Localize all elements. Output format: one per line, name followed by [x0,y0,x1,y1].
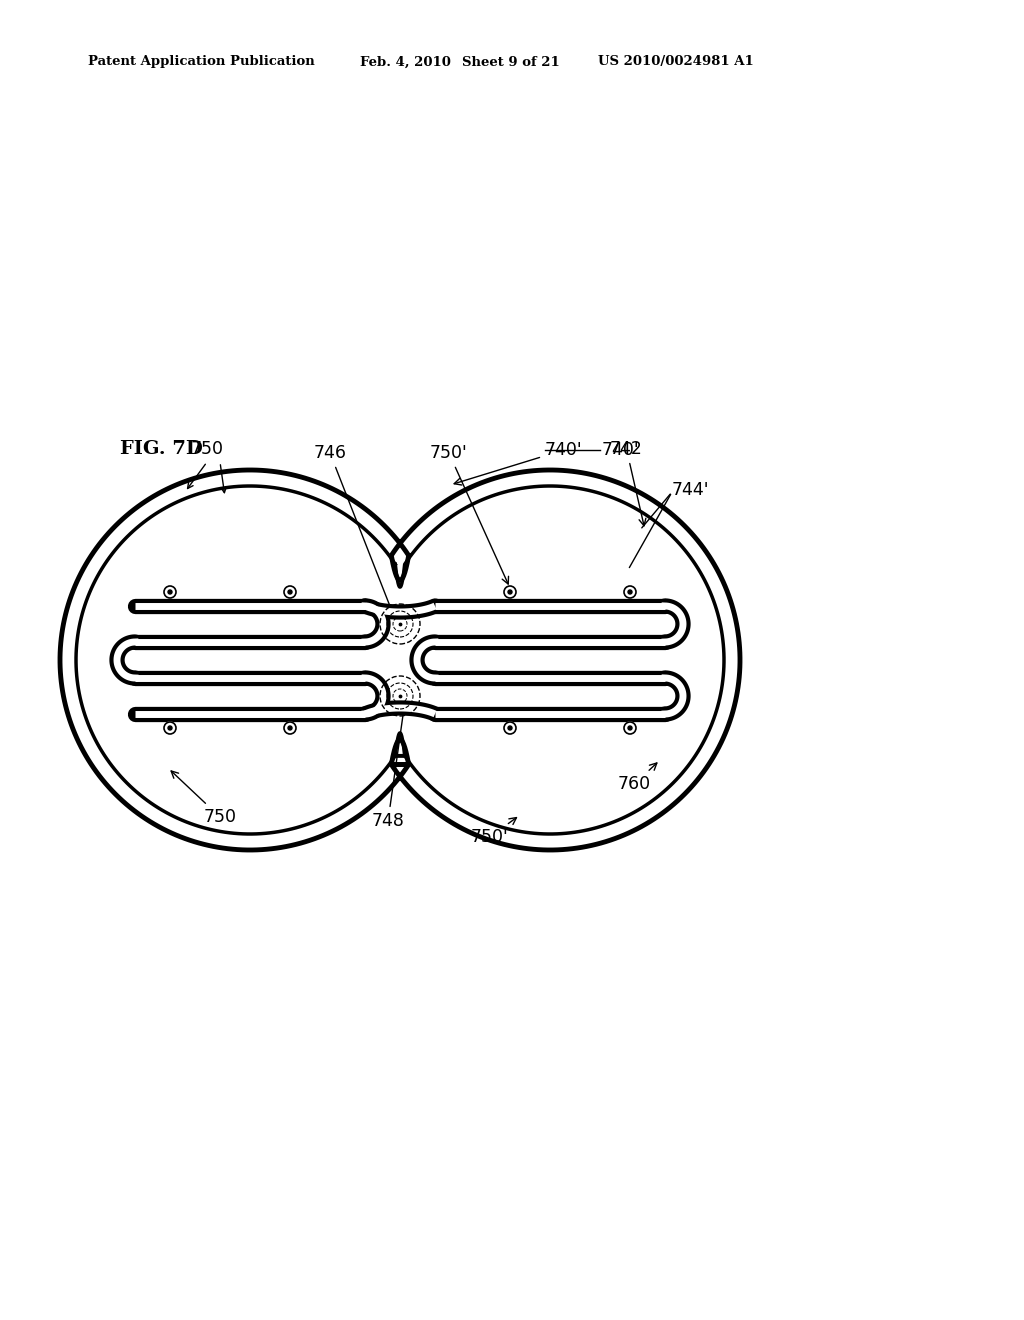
Text: 748: 748 [372,705,407,830]
Circle shape [504,722,516,734]
Circle shape [284,722,296,734]
Circle shape [624,722,636,734]
Text: FIG. 7D: FIG. 7D [120,440,203,458]
Text: 750: 750 [190,440,223,458]
Circle shape [168,590,172,594]
Circle shape [508,726,512,730]
Circle shape [168,726,172,730]
Text: 740': 740' [602,441,640,459]
Text: 750: 750 [171,771,237,826]
Text: Sheet 9 of 21: Sheet 9 of 21 [462,55,560,69]
Text: 742: 742 [610,440,646,525]
Circle shape [628,590,632,594]
Text: 750': 750' [430,444,509,583]
Text: 760: 760 [618,763,656,793]
Circle shape [288,726,292,730]
Circle shape [164,586,176,598]
Text: 744': 744' [672,480,710,499]
Circle shape [504,586,516,598]
Polygon shape [60,470,740,850]
Circle shape [284,586,296,598]
Circle shape [164,722,176,734]
Text: 740': 740' [454,441,583,484]
Text: Patent Application Publication: Patent Application Publication [88,55,314,69]
Circle shape [288,590,292,594]
Circle shape [628,726,632,730]
Text: 750': 750' [471,817,516,846]
Text: Feb. 4, 2010: Feb. 4, 2010 [360,55,451,69]
Text: US 2010/0024981 A1: US 2010/0024981 A1 [598,55,754,69]
Circle shape [624,586,636,598]
Circle shape [508,590,512,594]
Text: 746: 746 [313,444,394,615]
